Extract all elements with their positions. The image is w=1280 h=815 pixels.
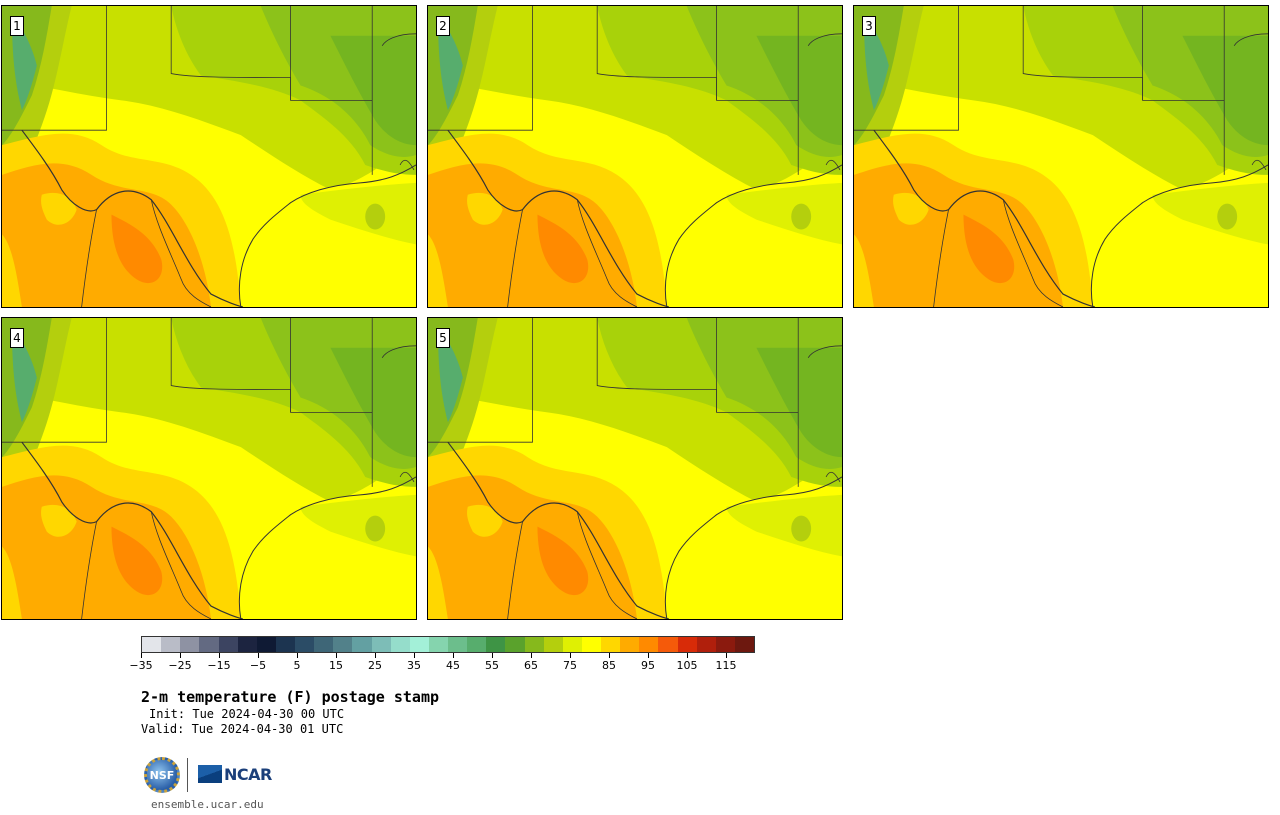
- colorbar-cell: [256, 637, 276, 652]
- colorbar-cell: [505, 637, 525, 652]
- colorbar-cell: [486, 637, 506, 652]
- colorbar-cell: [371, 637, 391, 652]
- colorbar-cell: [237, 637, 257, 652]
- colorbar-tick: [492, 653, 493, 658]
- colorbar-tick-label: −15: [207, 659, 231, 672]
- colorbar-cell: [677, 637, 697, 652]
- colorbar-cell: [658, 637, 678, 652]
- colorbar-cell: [467, 637, 487, 652]
- ncar-mark-icon: [198, 765, 222, 783]
- colorbar-tick: [375, 653, 376, 658]
- plot-title: 2-m temperature (F) postage stamp: [141, 688, 440, 706]
- colorbar-tick-label: 45: [446, 659, 460, 672]
- temperature-map-5: [428, 318, 842, 619]
- colorbar-cell: [581, 637, 601, 652]
- colorbar-cell: [314, 637, 334, 652]
- colorbar-ticks: −35 −25 −15 −5 5 15 25 35 45 55 65 75 85 95 105 115: [129, 653, 755, 673]
- colorbar-cell: [295, 637, 315, 652]
- colorbar-cell: [275, 637, 295, 652]
- colorbar-tick-label: 85: [602, 659, 616, 672]
- temperature-map-1: [2, 6, 416, 307]
- panel-label: 3: [862, 16, 876, 36]
- init-time: Init: Tue 2024-04-30 00 UTC: [149, 707, 345, 721]
- colorbar-cell: [524, 637, 544, 652]
- panel-label: 4: [10, 328, 24, 348]
- temperature-map-2: [428, 6, 842, 307]
- valid-time: Valid: Tue 2024-04-30 01 UTC: [141, 722, 344, 736]
- nsf-logo[interactable]: NSF: [144, 757, 180, 793]
- colorbar-tick-label: 75: [563, 659, 577, 672]
- colorbar-cell: [448, 637, 468, 652]
- colorbar-tick: [570, 653, 571, 658]
- map-panel-1[interactable]: 1: [1, 5, 417, 308]
- colorbar-tick-label: −35: [129, 659, 153, 672]
- colorbar-cell: [562, 637, 582, 652]
- colorbar-tick: [726, 653, 727, 658]
- colorbar-tick-label: 105: [676, 659, 698, 672]
- colorbar-tick: [687, 653, 688, 658]
- colorbar-tick: [258, 653, 259, 658]
- colorbar-tick-label: 55: [485, 659, 499, 672]
- colorbar-tick: [453, 653, 454, 658]
- colorbar-cell: [180, 637, 200, 652]
- colorbar-tick: [648, 653, 649, 658]
- map-panel-4[interactable]: 4: [1, 317, 417, 620]
- colorbar-tick-label: −5: [249, 659, 267, 672]
- colorbar-tick: [180, 653, 181, 658]
- temperature-map-4: [2, 318, 416, 619]
- colorbar-tick: [297, 653, 298, 658]
- colorbar-tick: [609, 653, 610, 658]
- temperature-map-3: [854, 6, 1268, 307]
- colorbar-cell: [218, 637, 238, 652]
- colorbar-tick: [414, 653, 415, 658]
- colorbar-cell: [161, 637, 181, 652]
- colorbar-tick-label: 15: [329, 659, 343, 672]
- colorbar-cell: [734, 637, 754, 652]
- map-panel-3[interactable]: 3: [853, 5, 1269, 308]
- colorbar-cell: [409, 637, 429, 652]
- colorbar-tick-label: 95: [641, 659, 655, 672]
- colorbar-tick-label: 5: [293, 659, 301, 672]
- panel-label: 1: [10, 16, 24, 36]
- colorbar-cell: [333, 637, 353, 652]
- panel-label: 2: [436, 16, 450, 36]
- map-panel-2[interactable]: 2: [427, 5, 843, 308]
- nsf-logo-text: NSF: [149, 768, 175, 782]
- colorbar-cell: [142, 637, 162, 652]
- colorbar-cell: [715, 637, 735, 652]
- temperature-colorbar: [141, 636, 755, 653]
- colorbar-tick-label: 65: [524, 659, 538, 672]
- ncar-logo-text: NCAR: [224, 764, 272, 784]
- logo-divider: [187, 758, 188, 792]
- colorbar-tick-label: 35: [407, 659, 421, 672]
- panel-label: 5: [436, 328, 450, 348]
- map-panel-5[interactable]: 5: [427, 317, 843, 620]
- colorbar-tick-label: −25: [168, 659, 192, 672]
- colorbar-cell: [428, 637, 448, 652]
- colorbar-cell: [696, 637, 716, 652]
- colorbar-tick: [219, 653, 220, 658]
- colorbar-tick: [336, 653, 337, 658]
- colorbar-cell: [390, 637, 410, 652]
- colorbar-tick: [141, 653, 142, 658]
- colorbar-cell: [620, 637, 640, 652]
- colorbar-cell: [543, 637, 563, 652]
- colorbar-tick: [531, 653, 532, 658]
- ncar-logo[interactable]: NCAR: [198, 763, 272, 785]
- colorbar-tick-label: 115: [715, 659, 737, 672]
- colorbar-cell: [199, 637, 219, 652]
- colorbar-cell: [601, 637, 621, 652]
- colorbar-tick-label: 25: [368, 659, 382, 672]
- colorbar-cell: [639, 637, 659, 652]
- site-url[interactable]: ensemble.ucar.edu: [151, 798, 264, 811]
- colorbar-cell: [352, 637, 372, 652]
